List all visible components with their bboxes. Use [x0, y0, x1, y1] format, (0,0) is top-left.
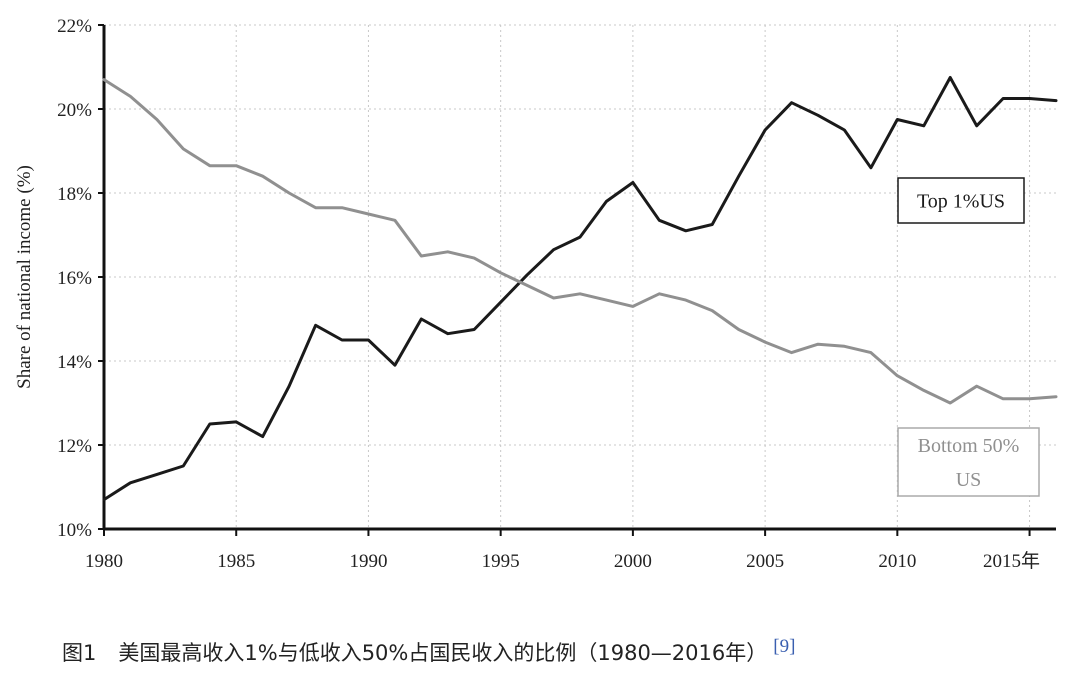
series-lines — [102, 76, 1058, 502]
series-line-bottom-50 — [102, 78, 1058, 405]
x-tick-label: 1980 — [85, 551, 123, 572]
x-tick-label: 2015年 — [983, 550, 1040, 572]
legend-top-1: Top 1%US — [897, 177, 1025, 224]
x-tick-label: 2010 — [878, 551, 916, 572]
y-tick-label: 10% — [57, 520, 92, 541]
legend-label: Top 1%US — [917, 191, 1005, 213]
legend-box — [897, 427, 1040, 497]
income-share-line-chart: 10% 12% 14% 16% 18% 20% 22% 1980 1985 1990 1995 200… — [14, 16, 1058, 572]
x-tick-label: 1995 — [482, 551, 520, 572]
figure-caption: 图1 美国最高收入1%与低收入50%占国民收入的比例（1980—2016年） [9] — [62, 636, 795, 667]
y-tick-label: 12% — [57, 436, 92, 457]
legends: Top 1%US Bottom 50% US — [897, 177, 1040, 497]
x-tick-label: 2005 — [746, 551, 784, 572]
x-tick-label: 1985 — [217, 551, 255, 572]
y-tick-label: 22% — [57, 16, 92, 37]
x-tick-label: 2000 — [614, 551, 652, 572]
series-line-top-1 — [102, 76, 1058, 502]
axes: 10% 12% 14% 16% 18% 20% 22% 1980 1985 1990 1995 200… — [14, 16, 1056, 572]
legend-label: US — [956, 469, 982, 491]
y-tick-label: 20% — [57, 100, 92, 121]
y-axis-title: Share of national income (%) — [14, 165, 35, 389]
caption-label: 图1 — [62, 641, 97, 665]
legend-bottom-50: Bottom 50% US — [897, 427, 1040, 497]
y-tick-label: 18% — [57, 184, 92, 205]
caption-text: 美国最高收入1%与低收入50%占国民收入的比例（1980—2016年） — [118, 641, 768, 665]
grid-lines — [104, 24, 1056, 529]
y-tick-label: 14% — [57, 352, 92, 373]
x-tick-label: 1990 — [349, 551, 387, 572]
y-tick-label: 16% — [57, 268, 92, 289]
legend-label: Bottom 50% — [918, 435, 1020, 457]
legend-box — [897, 177, 1025, 224]
caption-reference: [9] — [773, 636, 796, 657]
